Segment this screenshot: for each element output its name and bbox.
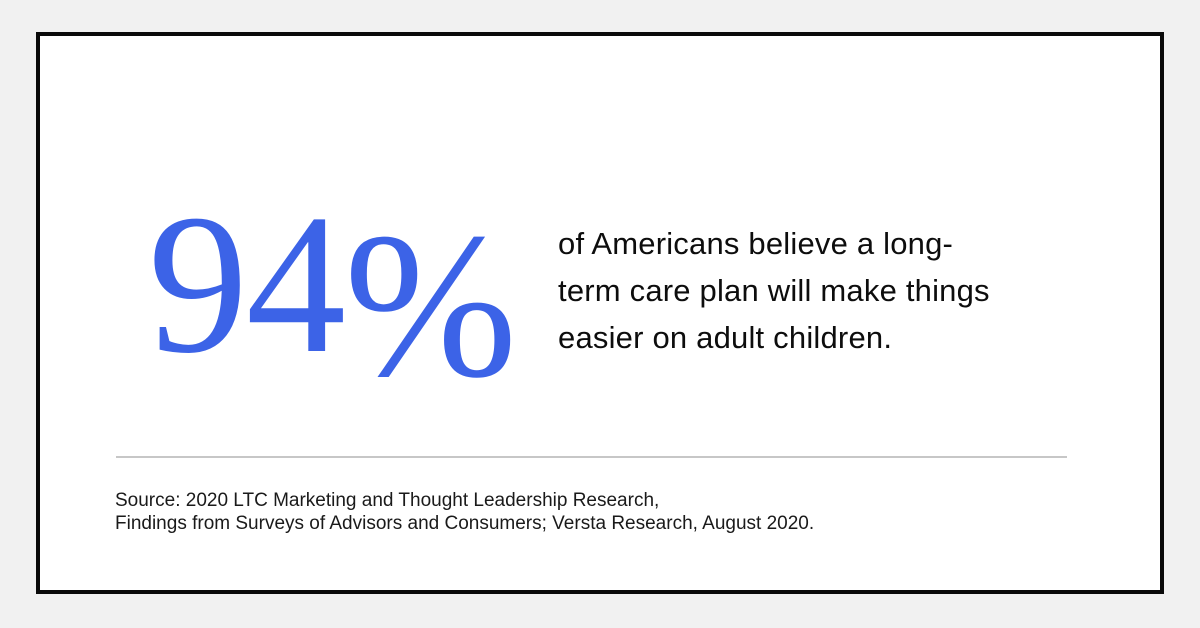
percent-sign: % (344, 190, 518, 420)
source-citation: Source: 2020 LTC Marketing and Thought L… (115, 489, 1015, 535)
source-line-1: Source: 2020 LTC Marketing and Thought L… (115, 490, 660, 511)
statement-line-2: term care plan will make things (558, 273, 990, 308)
statement-line-3: easier on adult children. (558, 320, 893, 355)
statement-line-1: of Americans believe a long- (558, 226, 954, 261)
stat-number: 94% (148, 177, 517, 410)
source-line-2: Findings from Surveys of Advisors and Co… (115, 513, 815, 534)
stat-value: 94 (148, 174, 346, 395)
stat-card: 94% of Americans believe a long- term ca… (36, 32, 1164, 594)
divider-rule (116, 456, 1067, 458)
statement-text: of Americans believe a long- term care p… (558, 220, 1088, 361)
